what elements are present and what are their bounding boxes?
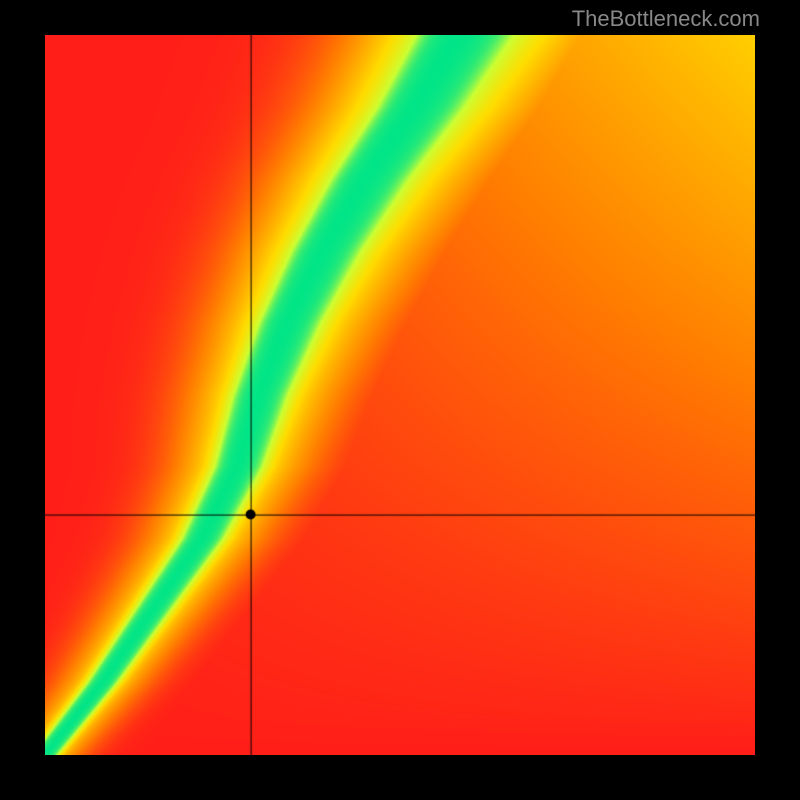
heatmap-plot [45, 35, 755, 755]
watermark-text: TheBottleneck.com [572, 6, 760, 32]
heatmap-canvas [45, 35, 755, 755]
chart-container: TheBottleneck.com [0, 0, 800, 800]
